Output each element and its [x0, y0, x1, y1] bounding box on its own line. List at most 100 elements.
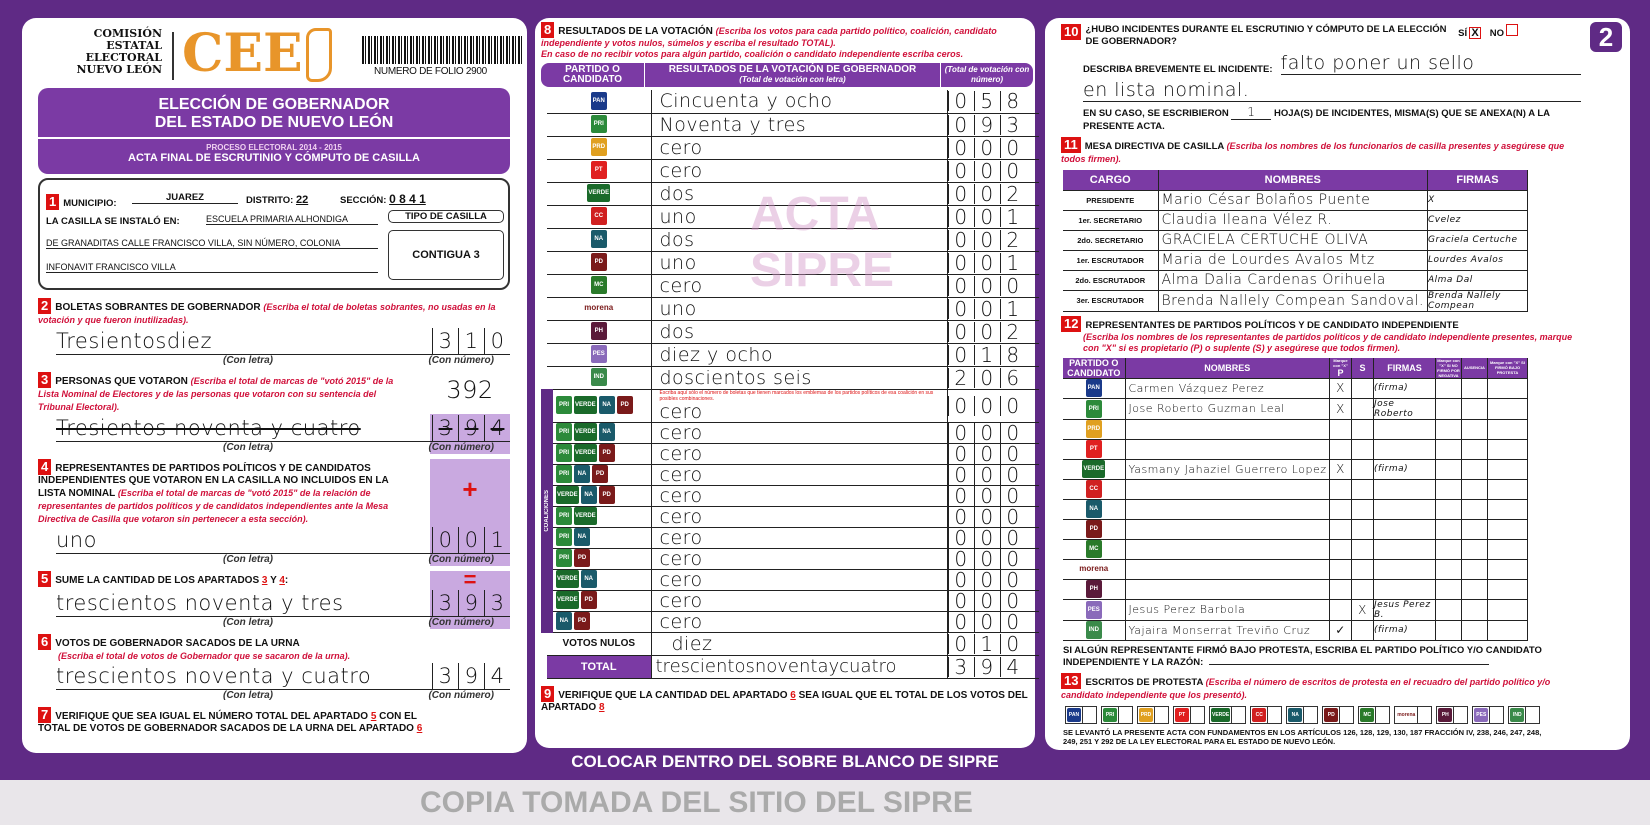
ausencia-cell[interactable] [1461, 519, 1488, 540]
protesta-cell[interactable] [1487, 398, 1528, 420]
ausencia-cell[interactable] [1461, 579, 1488, 600]
propietario-mark[interactable] [1329, 599, 1352, 621]
propietario-mark[interactable] [1329, 559, 1352, 580]
propietario-mark[interactable] [1329, 519, 1352, 540]
propietario-mark[interactable] [1329, 419, 1352, 440]
propietario-mark[interactable]: X [1329, 378, 1352, 399]
protesta-cell[interactable] [1487, 539, 1528, 560]
ausencia-cell[interactable] [1461, 539, 1488, 560]
protesta-count-field[interactable] [1417, 706, 1431, 723]
protesta-count-field[interactable] [1489, 706, 1503, 723]
propietario-mark[interactable] [1329, 539, 1352, 560]
negativa-cell[interactable] [1435, 519, 1462, 540]
protesta-count-field[interactable] [1118, 706, 1132, 723]
firma [1373, 559, 1436, 580]
no-checkbox[interactable] [1505, 24, 1518, 36]
suplente-mark[interactable]: X [1351, 599, 1374, 621]
negativa-cell[interactable] [1435, 419, 1462, 440]
protesta-box[interactable]: PH [1436, 705, 1469, 724]
negativa-cell[interactable] [1435, 378, 1462, 399]
negativa-cell[interactable] [1435, 499, 1462, 520]
propietario-mark[interactable]: ✓ [1329, 620, 1352, 641]
protesta-box[interactable]: NA [1286, 705, 1319, 724]
suplente-mark[interactable] [1351, 539, 1374, 560]
negativa-cell[interactable] [1435, 620, 1462, 641]
ausencia-cell[interactable] [1461, 419, 1488, 440]
protesta-box[interactable]: CC [1250, 705, 1283, 724]
negativa-cell[interactable] [1435, 579, 1462, 600]
suplente-mark[interactable] [1351, 559, 1374, 580]
ausencia-cell[interactable] [1461, 479, 1488, 500]
protesta-cell[interactable] [1487, 599, 1528, 621]
protesta-count-field[interactable] [1154, 706, 1168, 723]
suplente-mark[interactable] [1351, 378, 1374, 399]
protesta-box[interactable]: PRD [1137, 705, 1169, 724]
protesta-count-field[interactable] [1453, 706, 1467, 723]
ausencia-cell[interactable] [1461, 439, 1488, 460]
protesta-box[interactable]: IND [1508, 705, 1541, 724]
negativa-cell[interactable] [1435, 479, 1462, 500]
protesta-count-field[interactable] [1267, 706, 1281, 723]
protesta-count-field[interactable] [1190, 706, 1204, 723]
protesta-box[interactable]: PAN [1065, 705, 1097, 724]
protesta-box[interactable]: VERDE [1209, 705, 1247, 724]
ausencia-cell[interactable] [1461, 378, 1488, 399]
pd-logo-icon: PD [590, 253, 607, 272]
protesta-count-field[interactable] [1525, 706, 1539, 723]
propietario-mark[interactable] [1329, 499, 1352, 520]
protesta-box[interactable]: PD [1322, 705, 1355, 724]
protesta-count-field[interactable] [1339, 706, 1353, 723]
negativa-cell[interactable] [1435, 439, 1462, 460]
protesta-field[interactable] [1209, 663, 1490, 665]
suplente-mark[interactable] [1351, 519, 1374, 540]
negativa-cell[interactable] [1435, 539, 1462, 560]
propietario-mark[interactable]: X [1329, 459, 1352, 480]
protesta-cell[interactable] [1487, 519, 1528, 540]
protesta-cell[interactable] [1487, 459, 1528, 480]
negativa-cell[interactable] [1435, 398, 1462, 420]
protesta-box[interactable]: MC [1358, 705, 1391, 724]
protesta-box[interactable]: PT [1173, 705, 1205, 724]
protesta-cell[interactable] [1487, 499, 1528, 520]
protesta-cell[interactable] [1487, 419, 1528, 440]
negativa-cell[interactable] [1435, 599, 1462, 621]
propietario-mark[interactable] [1329, 479, 1352, 500]
protesta-box[interactable]: PES [1472, 705, 1505, 724]
suplente-mark[interactable] [1351, 499, 1374, 520]
propietario-mark[interactable]: X [1329, 398, 1352, 420]
propietario-mark[interactable] [1329, 439, 1352, 460]
ausencia-cell[interactable] [1461, 599, 1488, 621]
negativa-cell[interactable] [1435, 459, 1462, 480]
protesta-box[interactable]: PRI [1101, 705, 1133, 724]
propietario-mark[interactable] [1329, 579, 1352, 600]
protesta-count-field[interactable] [1303, 706, 1317, 723]
digit: 1 [999, 298, 1026, 319]
ausencia-cell[interactable] [1461, 398, 1488, 420]
ausencia-cell[interactable] [1461, 620, 1488, 641]
ausencia-cell[interactable] [1461, 459, 1488, 480]
si-checkbox[interactable]: X [1469, 27, 1482, 39]
protesta-cell[interactable] [1487, 579, 1528, 600]
ausencia-cell[interactable] [1461, 559, 1488, 580]
suplente-mark[interactable] [1351, 620, 1374, 641]
suplente-mark[interactable] [1351, 419, 1374, 440]
protesta-cell[interactable] [1487, 479, 1528, 500]
protesta-box[interactable]: morena [1394, 705, 1433, 724]
protesta-cell[interactable] [1487, 620, 1528, 641]
suplente-mark[interactable] [1351, 398, 1374, 420]
protesta-count-field[interactable] [1231, 706, 1245, 723]
suplente-mark[interactable] [1351, 479, 1374, 500]
suplente-mark[interactable] [1351, 579, 1374, 600]
protesta-cell[interactable] [1487, 439, 1528, 460]
suplente-mark[interactable] [1351, 439, 1374, 460]
ausencia-cell[interactable] [1461, 499, 1488, 520]
negativa-cell[interactable] [1435, 559, 1462, 580]
protesta-cell[interactable] [1487, 378, 1528, 399]
suplente-mark[interactable] [1351, 459, 1374, 480]
protesta-count-field[interactable] [1082, 706, 1096, 723]
protesta-cell[interactable] [1487, 559, 1528, 580]
protesta-count-field[interactable] [1375, 706, 1389, 723]
ref-apartado: 3 [261, 575, 268, 586]
